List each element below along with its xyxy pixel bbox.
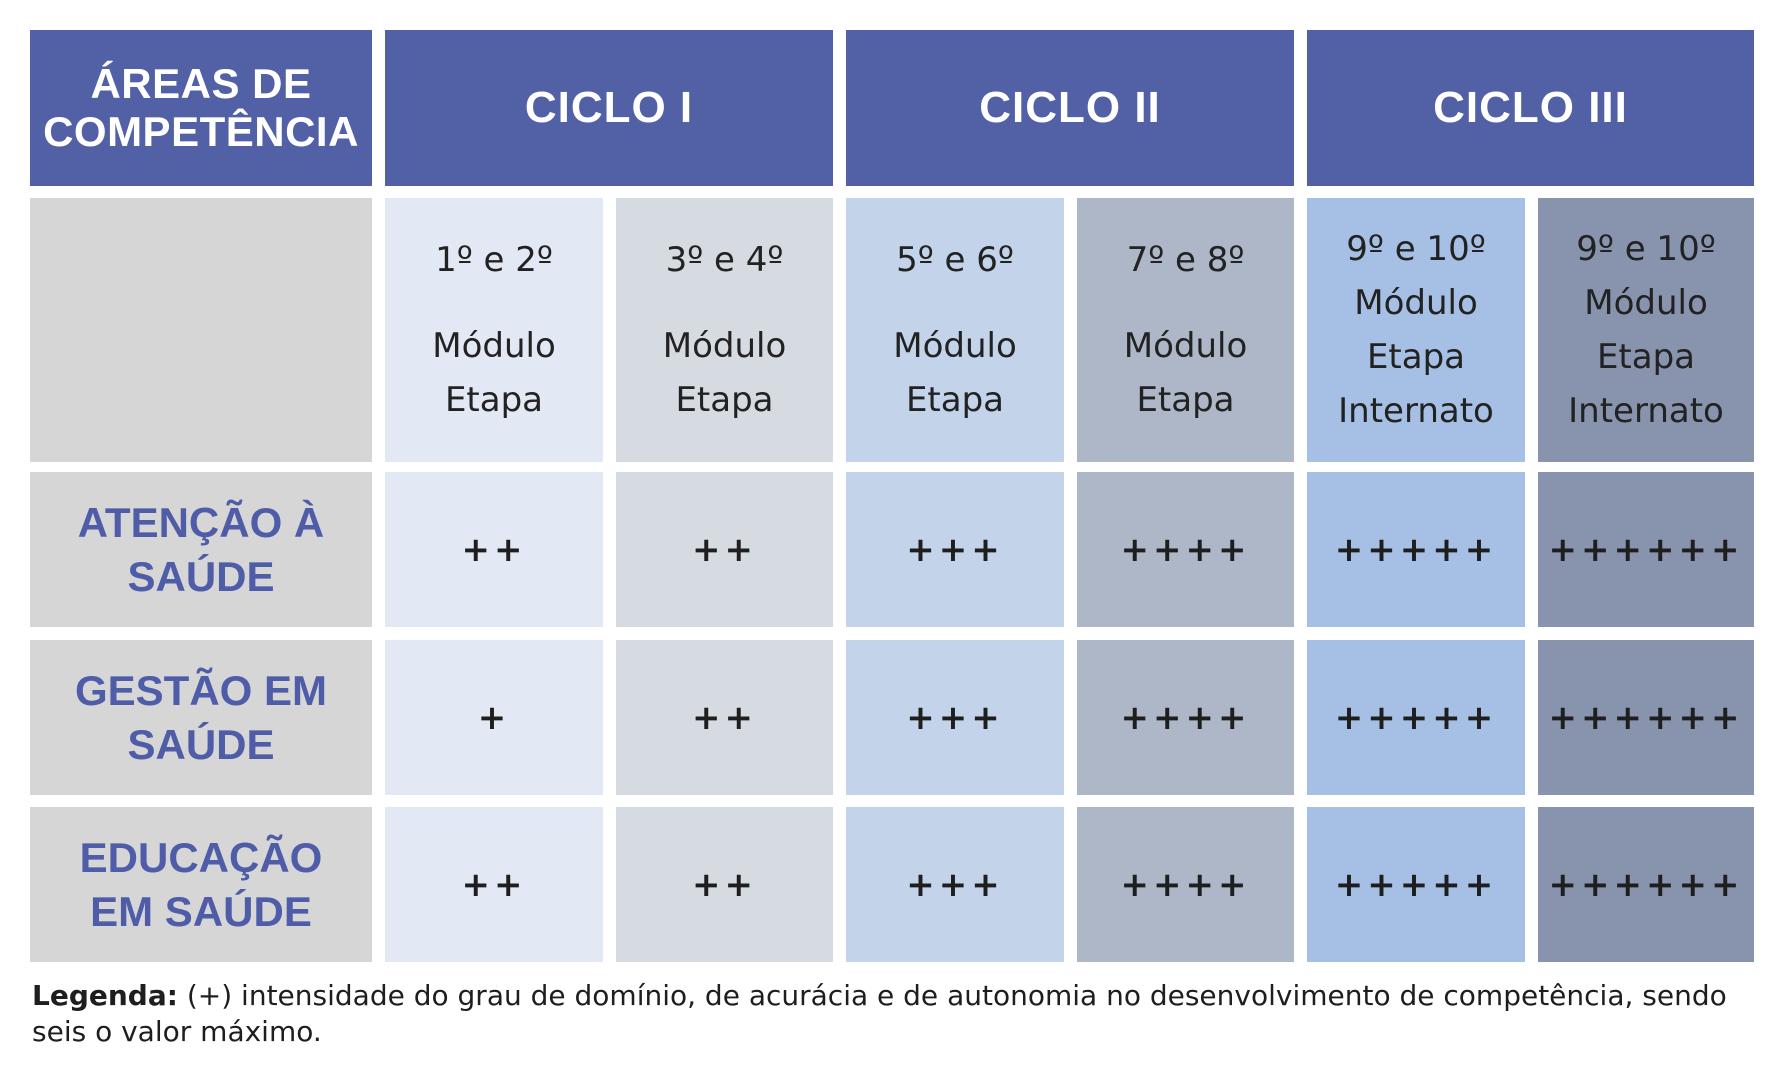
- header-ciclo-1-label: CICLO I: [524, 83, 694, 132]
- col-1-period: 1º e 2º: [435, 240, 553, 280]
- row-1-col-6: ++++++: [1538, 472, 1754, 627]
- row-1-col-5: +++++: [1307, 472, 1525, 627]
- row-2-col-3: +++: [846, 640, 1064, 795]
- header-areas-de-competencia: ÁREAS DE COMPETÊNCIA: [30, 30, 372, 186]
- row-3-col-2-value: ++: [692, 864, 757, 905]
- col-2-line-2: Etapa: [675, 380, 774, 420]
- col-6-line-1: Módulo: [1584, 283, 1708, 323]
- row-1-col-5-value: +++++: [1334, 529, 1498, 570]
- row-label-atencao-saude: ATENÇÃO À SAÚDE: [30, 472, 372, 627]
- col-3-line-1: Módulo: [893, 326, 1017, 366]
- row-2-col-6-value: ++++++: [1548, 697, 1744, 738]
- row-3-col-1: ++: [385, 807, 603, 962]
- row-2-col-2: ++: [616, 640, 833, 795]
- row-2-label-line1: GESTÃO EM: [74, 666, 328, 714]
- legend: Legenda: (+) intensidade do grau de domí…: [32, 978, 1752, 1050]
- row-1-label-line1: ATENÇÃO À: [77, 498, 325, 546]
- header-ciclo-3: CICLO III: [1307, 30, 1754, 186]
- header-ciclo-2: CICLO II: [846, 30, 1294, 186]
- col-1-line-2: Etapa: [444, 380, 544, 420]
- header-ciclo-1: CICLO I: [385, 30, 833, 186]
- subheader-col-2: 3º e 4º Módulo Etapa: [616, 198, 833, 462]
- row-2-col-5: +++++: [1307, 640, 1525, 795]
- header-areas-line1: ÁREAS DE: [90, 60, 312, 107]
- subheader-blank-cell: [30, 198, 372, 462]
- row-1-col-3-value: +++: [906, 529, 1004, 570]
- col-3-line-2: Etapa: [905, 380, 1005, 420]
- col-4-line-1: Módulo: [1123, 326, 1248, 366]
- row-2-col-4: ++++: [1077, 640, 1294, 795]
- row-1-col-4: ++++: [1077, 472, 1294, 627]
- row-3-col-1-value: ++: [461, 864, 527, 905]
- row-1-col-2: ++: [616, 472, 833, 627]
- subheader-col-4: 7º e 8º Módulo Etapa: [1077, 198, 1294, 462]
- col-6-period: 9º e 10º: [1576, 229, 1716, 269]
- header-areas-line2: COMPETÊNCIA: [43, 108, 359, 155]
- row-2-col-6: ++++++: [1538, 640, 1754, 795]
- row-label-gestao-saude: GESTÃO EM SAÚDE: [30, 640, 372, 795]
- col-4-line-2: Etapa: [1136, 380, 1235, 420]
- row-2-col-1-value: +: [477, 697, 511, 738]
- row-label-educacao-saude: EDUCAÇÃO EM SAÚDE: [30, 807, 372, 962]
- col-5-line-2: Etapa: [1366, 337, 1466, 377]
- row-2-col-4-value: ++++: [1120, 697, 1251, 738]
- row-3-col-5: +++++: [1307, 807, 1525, 962]
- header-ciclo-3-label: CICLO III: [1433, 83, 1628, 132]
- row-3-col-3: +++: [846, 807, 1064, 962]
- col-2-period: 3º e 4º: [665, 240, 784, 280]
- col-2-line-1: Módulo: [662, 326, 787, 366]
- col-5-period: 9º e 10º: [1346, 229, 1486, 269]
- row-3-col-3-value: +++: [906, 864, 1004, 905]
- row-2-col-3-value: +++: [906, 697, 1004, 738]
- row-1-col-1-value: ++: [461, 529, 527, 570]
- row-1-col-1: ++: [385, 472, 603, 627]
- legend-text: (+) intensidade do grau de domínio, de a…: [32, 979, 1727, 1048]
- subheader-col-6: 9º e 10º Módulo Etapa Internato: [1538, 198, 1754, 462]
- row-1-col-6-value: ++++++: [1548, 529, 1744, 570]
- row-3-col-2: ++: [616, 807, 833, 962]
- col-3-period: 5º e 6º: [896, 240, 1014, 280]
- col-6-line-3: Internato: [1568, 391, 1724, 431]
- row-1-label-line2: SAÚDE: [127, 552, 275, 600]
- row-3-col-6: ++++++: [1538, 807, 1754, 962]
- row-3-label-line2: EM SAÚDE: [90, 887, 312, 935]
- row-3-col-5-value: +++++: [1334, 864, 1498, 905]
- subheader-col-3: 5º e 6º Módulo Etapa: [846, 198, 1064, 462]
- row-1-col-2-value: ++: [692, 529, 757, 570]
- col-5-line-1: Módulo: [1354, 283, 1478, 323]
- header-ciclo-2-label: CICLO II: [979, 83, 1161, 132]
- row-1-col-4-value: ++++: [1120, 529, 1251, 570]
- row-2-col-1: +: [385, 640, 603, 795]
- row-2-label-line2: SAÚDE: [127, 720, 275, 768]
- subheader-col-1: 1º e 2º Módulo Etapa: [385, 198, 603, 462]
- col-6-line-2: Etapa: [1596, 337, 1696, 377]
- row-1-col-3: +++: [846, 472, 1064, 627]
- row-3-col-4: ++++: [1077, 807, 1294, 962]
- col-5-line-3: Internato: [1338, 391, 1494, 431]
- row-2-col-2-value: ++: [692, 697, 757, 738]
- subheader-col-5: 9º e 10º Módulo Etapa Internato: [1307, 198, 1525, 462]
- col-1-line-1: Módulo: [432, 326, 556, 366]
- row-3-label-line1: EDUCAÇÃO: [79, 833, 323, 881]
- row-2-col-5-value: +++++: [1334, 697, 1498, 738]
- col-4-period: 7º e 8º: [1126, 240, 1245, 280]
- row-3-col-4-value: ++++: [1120, 864, 1251, 905]
- legend-label: Legenda:: [32, 979, 178, 1012]
- row-3-col-6-value: ++++++: [1548, 864, 1744, 905]
